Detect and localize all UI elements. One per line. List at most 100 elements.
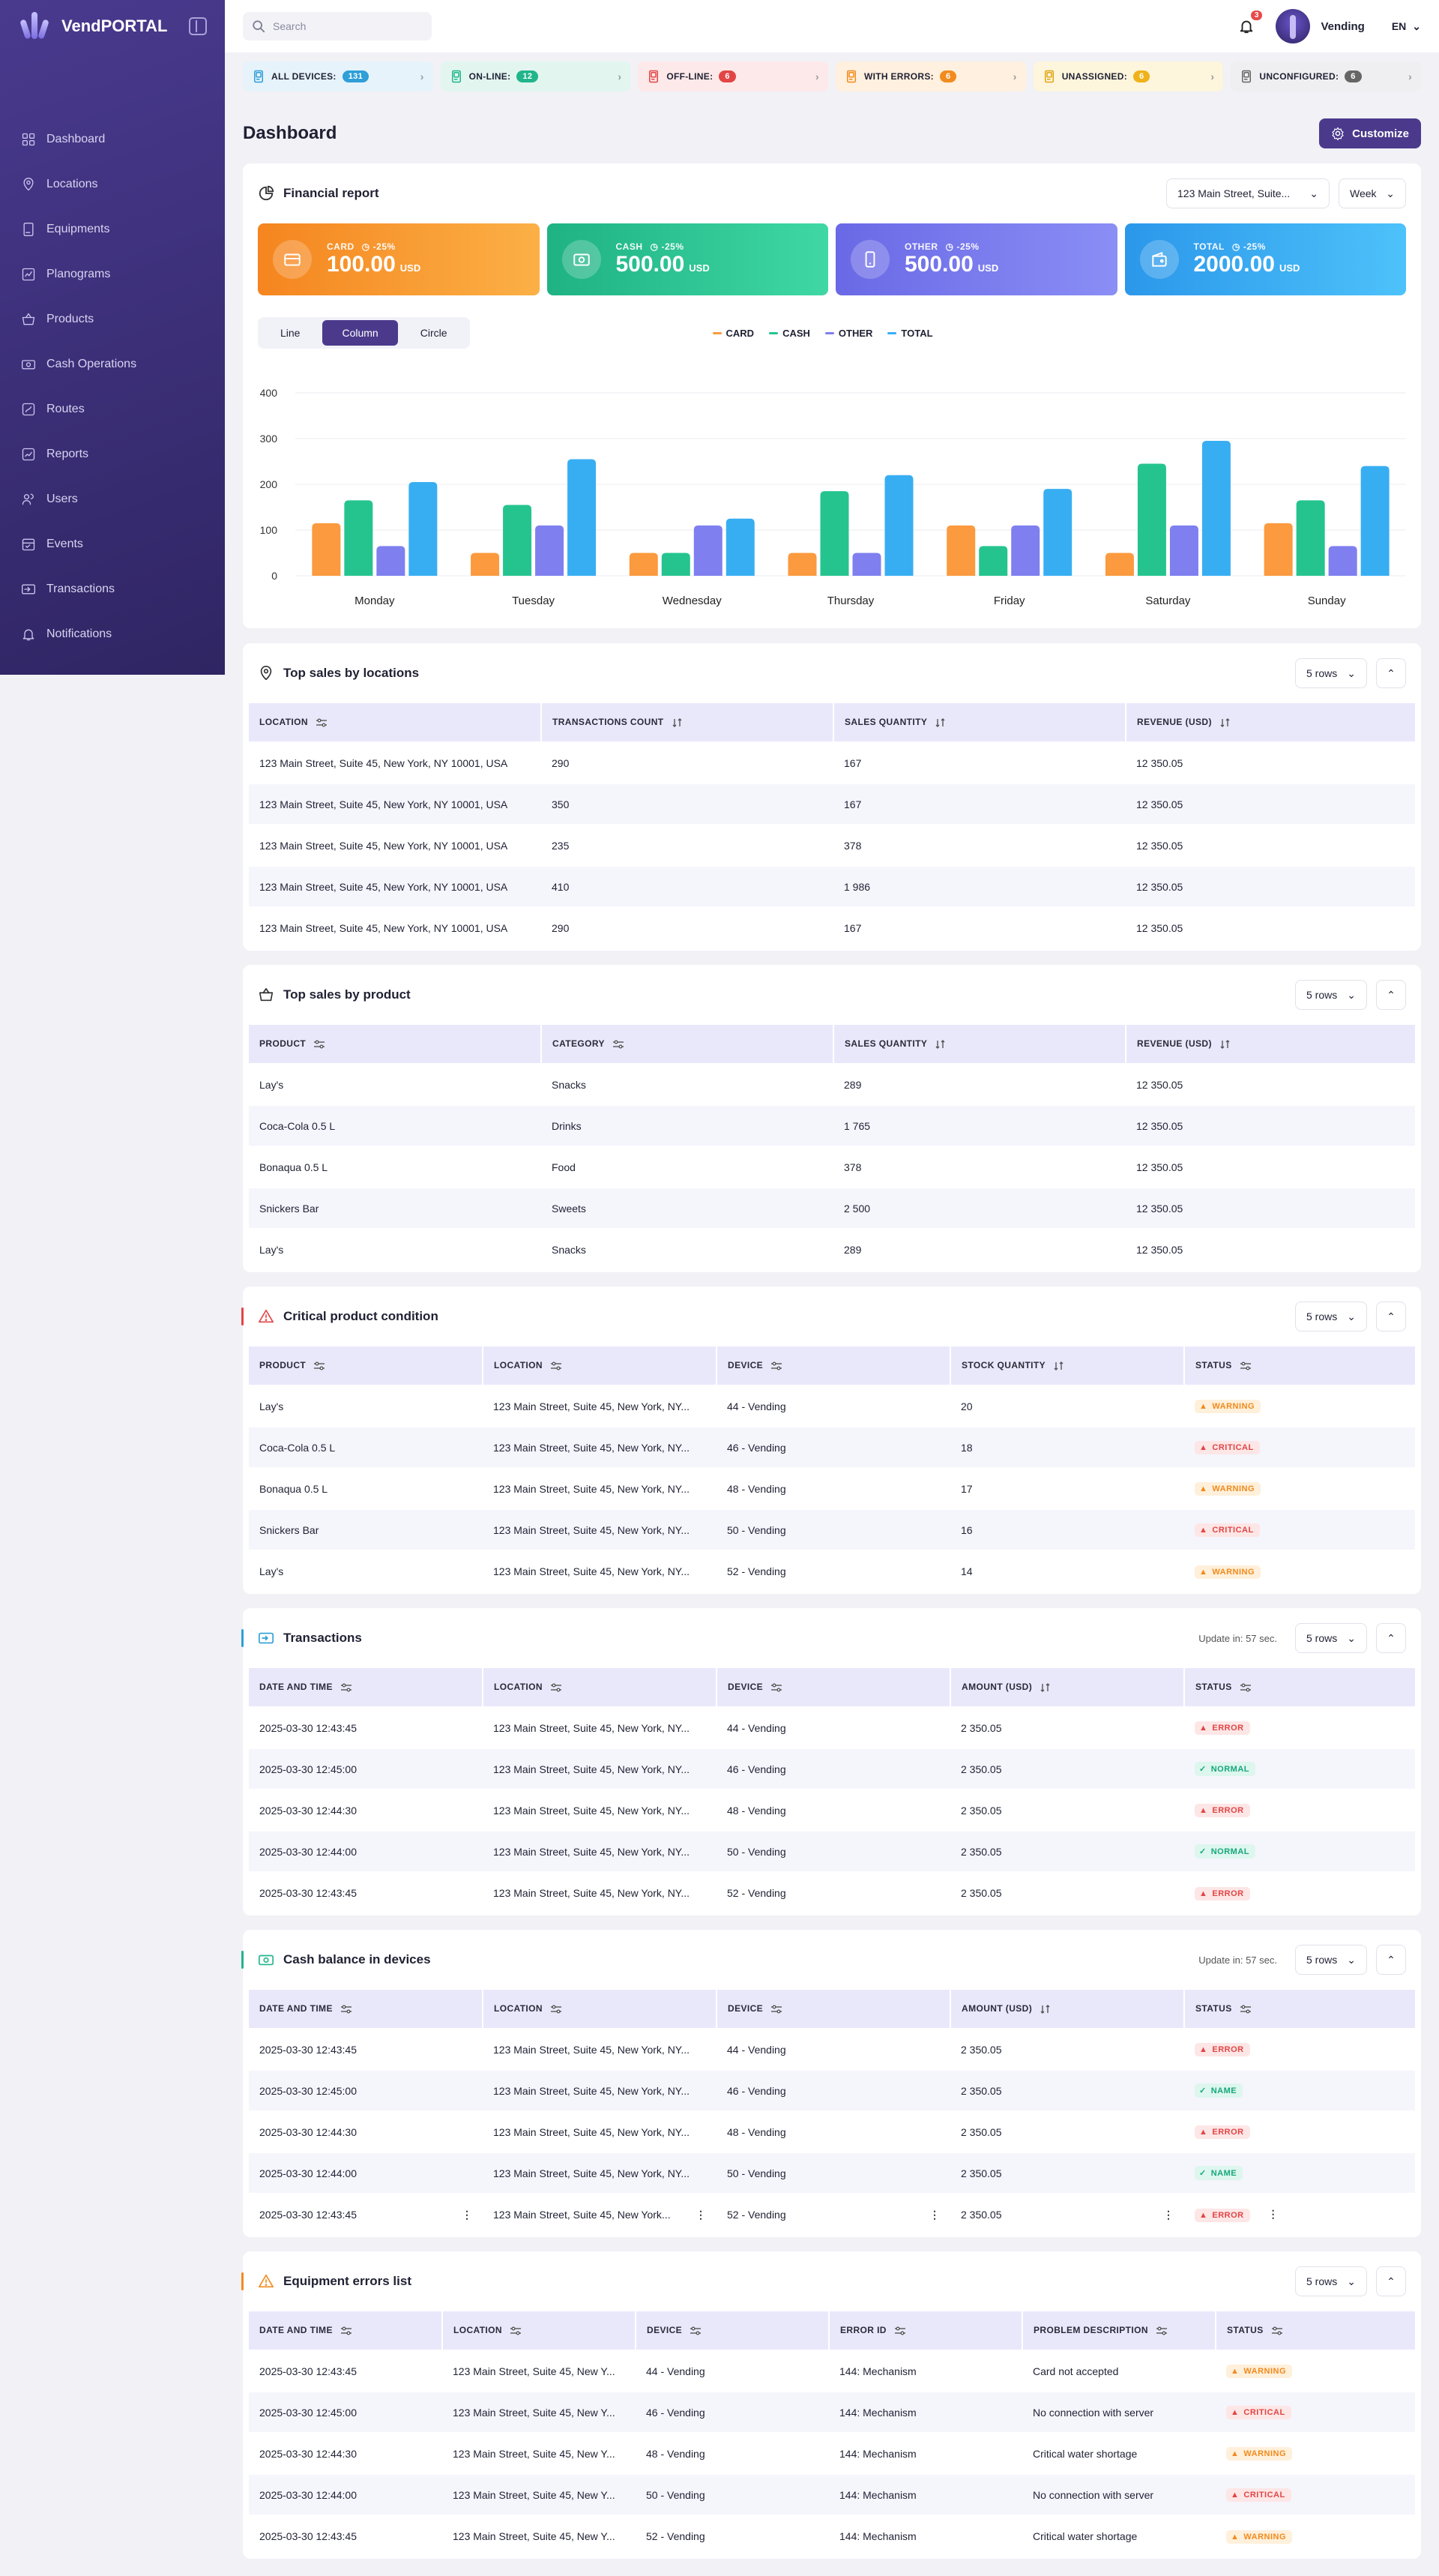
table-row[interactable]: 2025-03-30 12:45:00 123 Main Street, Suit…: [249, 2391, 1415, 2433]
collapse-button[interactable]: ⌃: [1376, 2266, 1406, 2296]
bar-total-thursday[interactable]: [884, 475, 914, 576]
bar-cash-friday[interactable]: [979, 546, 1008, 576]
bar-cash-saturday[interactable]: [1137, 463, 1166, 576]
column-header[interactable]: STOCK QUANTITY: [950, 1346, 1185, 1385]
search-box[interactable]: [243, 12, 432, 40]
user-name[interactable]: Vending: [1321, 19, 1365, 33]
bar-card-saturday[interactable]: [1105, 553, 1134, 577]
column-header[interactable]: SALES QUANTITY: [833, 703, 1126, 742]
filter-icon[interactable]: [894, 2326, 906, 2336]
sidebar-item-events[interactable]: Events: [0, 522, 225, 567]
table-row[interactable]: 2025-03-30 12:44:00 123 Main Street, Suit…: [249, 2473, 1415, 2515]
bar-total-tuesday[interactable]: [567, 459, 597, 576]
column-header[interactable]: DATE AND TIME: [249, 1990, 483, 2029]
sidebar-item-transactions[interactable]: Transactions: [0, 567, 225, 612]
collapse-button[interactable]: ⌃: [1376, 980, 1406, 1010]
status-card[interactable]: UNCONFIGURED: 6 ›: [1231, 61, 1422, 91]
bar-total-friday[interactable]: [1043, 489, 1073, 576]
table-row[interactable]: 2025-03-30 12:43:45 123 Main Street, Suit…: [249, 2515, 1415, 2557]
bar-card-tuesday[interactable]: [471, 553, 500, 577]
filter-icon[interactable]: [550, 1361, 562, 1371]
bar-card-wednesday[interactable]: [629, 553, 658, 577]
column-header[interactable]: LOCATION: [483, 1668, 717, 1707]
column-header[interactable]: DATE AND TIME: [249, 2311, 443, 2350]
filter-icon[interactable]: [1240, 2004, 1252, 2014]
rows-select[interactable]: 5 rows ⌄: [1295, 658, 1367, 688]
filter-icon[interactable]: [770, 1361, 782, 1371]
bar-cash-monday[interactable]: [344, 500, 373, 576]
status-card[interactable]: OFF-LINE: 6 ›: [638, 61, 829, 91]
sidebar-item-cash-operations[interactable]: Cash Operations: [0, 342, 225, 387]
filter-icon[interactable]: [1240, 1682, 1252, 1693]
filter-icon[interactable]: [550, 2004, 562, 2014]
table-row[interactable]: 2025-03-30 12:44:30 123 Main Street, Suit…: [249, 1789, 1415, 1831]
table-row[interactable]: Lay's Snacks 289 12 350.05: [249, 1228, 1415, 1270]
customize-button[interactable]: Customize: [1319, 118, 1421, 148]
table-row[interactable]: 2025-03-30 12:43:45 ⋮ 123 Main Street, Sui…: [249, 2193, 1415, 2235]
sidebar-item-notifications[interactable]: Notifications: [0, 612, 225, 657]
table-row[interactable]: 123 Main Street, Suite 45, New York, NY …: [249, 906, 1415, 948]
tab-line[interactable]: Line: [280, 327, 301, 339]
filter-icon[interactable]: [690, 2326, 702, 2336]
column-header[interactable]: DEVICE: [636, 2311, 830, 2350]
bar-card-sunday[interactable]: [1264, 523, 1293, 576]
bar-total-sunday[interactable]: [1360, 466, 1390, 576]
more-vertical-icon[interactable]: ⋮: [696, 2208, 706, 2221]
bar-other-tuesday[interactable]: [535, 525, 564, 576]
sort-icon[interactable]: [1040, 1682, 1052, 1693]
sort-icon[interactable]: [1053, 1361, 1065, 1371]
sidebar-item-routes[interactable]: Routes: [0, 387, 225, 432]
column-header[interactable]: TRANSACTIONS COUNT: [541, 703, 834, 742]
status-card[interactable]: UNASSIGNED: 6 ›: [1033, 61, 1224, 91]
filter-icon[interactable]: [770, 2004, 782, 2014]
table-row[interactable]: Snickers Bar Sweets 2 500 12 350.05: [249, 1187, 1415, 1229]
filter-icon[interactable]: [770, 1682, 782, 1693]
bar-total-monday[interactable]: [408, 481, 438, 576]
table-row[interactable]: 2025-03-30 12:43:45 123 Main Street, Suit…: [249, 2350, 1415, 2392]
sort-icon[interactable]: [672, 717, 684, 728]
filter-icon[interactable]: [550, 1682, 562, 1693]
filter-icon[interactable]: [316, 717, 328, 728]
notifications-button[interactable]: 3: [1235, 10, 1263, 37]
filter-icon[interactable]: [1240, 1361, 1252, 1371]
column-header[interactable]: SALES QUANTITY: [833, 1025, 1126, 1064]
bar-card-thursday[interactable]: [788, 553, 817, 577]
sort-icon[interactable]: [1219, 717, 1231, 728]
table-row[interactable]: Lay's 123 Main Street, Suite 45, New York…: [249, 1550, 1415, 1592]
table-row[interactable]: Snickers Bar 123 Main Street, Suite 45, N…: [249, 1508, 1415, 1550]
column-header[interactable]: PROBLEM DESCRIPTION: [1022, 2311, 1216, 2350]
column-header[interactable]: CATEGORY: [541, 1025, 834, 1064]
legend-item[interactable]: CASH: [769, 328, 810, 339]
more-vertical-icon[interactable]: ⋮: [1163, 2208, 1174, 2221]
table-row[interactable]: 123 Main Street, Suite 45, New York, NY …: [249, 783, 1415, 825]
table-row[interactable]: 2025-03-30 12:44:30 123 Main Street, Suit…: [249, 2432, 1415, 2474]
column-header[interactable]: STATUS: [1184, 1668, 1415, 1707]
table-row[interactable]: Bonaqua 0.5 L 123 Main Street, Suite 45, …: [249, 1467, 1415, 1509]
filter-icon[interactable]: [313, 1039, 325, 1050]
bar-total-saturday[interactable]: [1201, 441, 1231, 576]
rows-select[interactable]: 5 rows ⌄: [1295, 980, 1367, 1010]
bar-other-saturday[interactable]: [1169, 525, 1198, 576]
column-header[interactable]: ERROR ID: [829, 2311, 1023, 2350]
search-input[interactable]: [273, 20, 415, 32]
filter-icon[interactable]: [1156, 2326, 1168, 2336]
column-header[interactable]: STATUS: [1216, 2311, 1415, 2350]
sort-icon[interactable]: [1219, 1039, 1231, 1050]
period-select[interactable]: Week ⌄: [1339, 178, 1406, 208]
sidebar-item-locations[interactable]: Locations: [0, 162, 225, 207]
table-row[interactable]: 123 Main Street, Suite 45, New York, NY …: [249, 824, 1415, 866]
sidebar-item-products[interactable]: Products: [0, 297, 225, 342]
table-row[interactable]: 2025-03-30 12:44:00 123 Main Street, Suit…: [249, 2152, 1415, 2194]
collapse-button[interactable]: ⌃: [1376, 1623, 1406, 1653]
sidebar-collapse-icon[interactable]: [189, 17, 207, 35]
filter-icon[interactable]: [612, 1039, 624, 1050]
more-vertical-icon[interactable]: ⋮: [1267, 2207, 1279, 2220]
column-header[interactable]: REVENUE (USD): [1126, 1025, 1415, 1064]
column-header[interactable]: REVENUE (USD): [1126, 703, 1415, 742]
avatar[interactable]: [1276, 9, 1311, 43]
bar-cash-sunday[interactable]: [1296, 500, 1325, 576]
column-header[interactable]: DEVICE: [717, 1346, 951, 1385]
bar-other-sunday[interactable]: [1328, 546, 1357, 576]
bar-cash-thursday[interactable]: [820, 491, 849, 576]
app-logo[interactable]: VendPORTAL: [0, 0, 225, 52]
